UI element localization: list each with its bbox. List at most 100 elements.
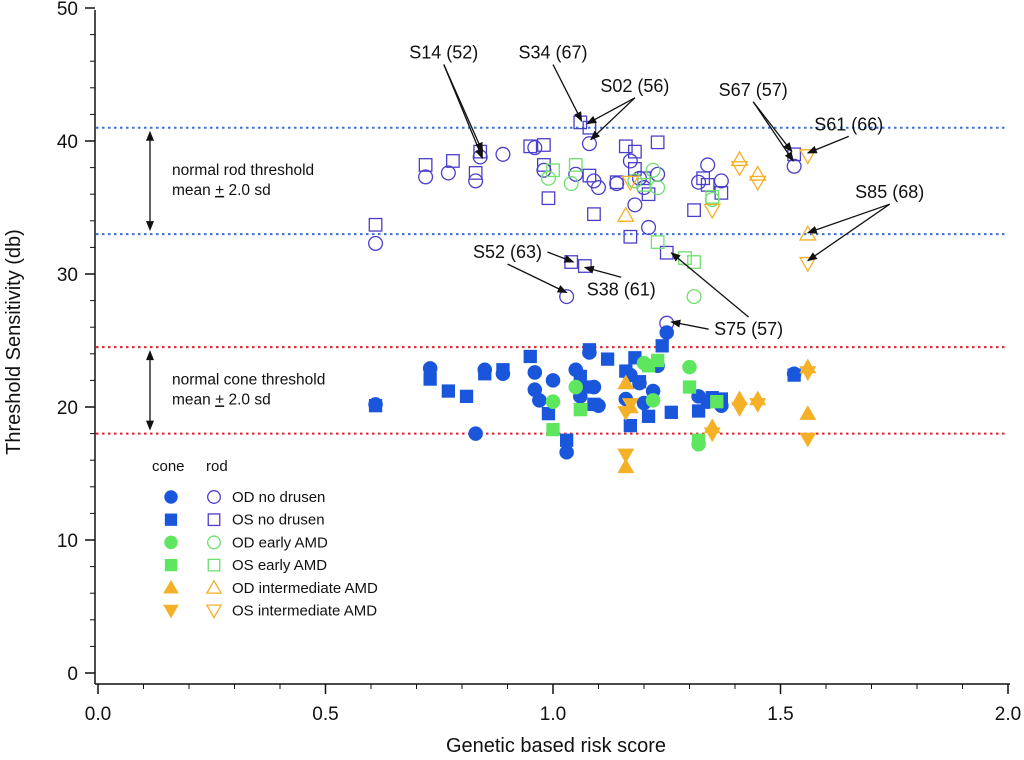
legend-rod-marker (205, 604, 223, 619)
annotation-s75: S75 (57) (670, 252, 783, 339)
data-point (540, 170, 556, 186)
data-point (703, 427, 721, 443)
data-point (655, 339, 669, 353)
axes: Genetic based risk score Threshold Sensi… (3, 0, 1021, 757)
annotation-arrow (752, 101, 793, 153)
annotation-arrow (507, 263, 568, 294)
data-point (496, 363, 510, 377)
data-point (587, 397, 601, 411)
data-point (559, 289, 575, 305)
data-point (645, 162, 661, 178)
series-os-no-drusen-rod- (368, 115, 802, 273)
y-tick-label: 30 (57, 265, 78, 286)
data-point (532, 393, 547, 408)
data-point (678, 251, 692, 265)
note-subtitle: mean + 2.0 sd (172, 391, 271, 408)
note-arrowhead-bottom (146, 420, 154, 431)
data-point (786, 158, 802, 174)
annotation-arrow (552, 64, 583, 122)
legend-rod-marker (205, 579, 223, 594)
data-point (568, 379, 584, 395)
data-point (730, 150, 749, 167)
data-point (423, 372, 437, 386)
data-point (798, 225, 817, 241)
data-point (559, 444, 574, 460)
series-os-intermediate-amd-cone- (617, 366, 817, 464)
data-point (799, 366, 817, 381)
data-point (560, 433, 574, 447)
legend-rod-marker (207, 513, 221, 527)
data-point (632, 375, 647, 389)
series-os-early-amd-rod- (546, 158, 720, 269)
data-point (418, 158, 433, 172)
annotation-arrow (806, 135, 849, 154)
legend-cone-marker (163, 604, 179, 619)
data-point (628, 144, 642, 159)
annotation-s34: S34 (67) (518, 43, 588, 122)
annotation-s02: S02 (56) (586, 76, 669, 141)
data-point (545, 394, 561, 409)
annotation-label: S85 (68) (855, 182, 924, 202)
data-point (573, 403, 587, 417)
x-tick-label: 0.0 (85, 704, 111, 725)
data-point (691, 174, 707, 190)
data-point (564, 255, 579, 269)
legend-header-rod: rod (206, 458, 228, 475)
data-point (650, 166, 666, 182)
annotation-label: S61 (66) (814, 114, 883, 134)
legend-label: OD intermediate AMD (232, 580, 378, 597)
note-title: normal rod threshold (172, 162, 314, 179)
data-point (368, 235, 384, 251)
data-point (799, 432, 817, 448)
legend-label: OD early AMD (232, 534, 328, 551)
y-tick-label: 10 (57, 531, 78, 552)
data-point (568, 158, 583, 172)
legend-rod-marker (207, 558, 221, 572)
annotation-label: S34 (67) (518, 43, 587, 63)
data-point (459, 389, 474, 404)
data-point (621, 175, 640, 192)
annotation-label: S38 (61) (587, 279, 656, 299)
annotation-label: S14 (52) (409, 43, 478, 63)
x-axis-title: Genetic based risk score (446, 735, 666, 757)
annotation-label: S75 (57) (714, 319, 783, 339)
data-point (799, 405, 817, 420)
annotation-arrow (590, 97, 636, 141)
annotation-label: S67 (57) (719, 80, 788, 100)
annotation-arrow (583, 265, 622, 278)
annotation-arrow (806, 203, 890, 234)
data-point (623, 418, 637, 433)
note-arrowhead-bottom (146, 221, 154, 232)
data-point (440, 165, 456, 181)
data-point (445, 154, 460, 168)
x-tick-label: 1.5 (767, 704, 793, 725)
data-point (651, 353, 665, 368)
annotation-label: S52 (63) (473, 242, 542, 262)
data-point (563, 176, 579, 192)
data-point (618, 139, 633, 154)
data-point (705, 189, 720, 204)
annotation-arrow (670, 319, 709, 330)
y-tick-label: 20 (57, 398, 78, 419)
legend-rod-marker (207, 535, 221, 550)
annotation-arrow (547, 251, 575, 263)
series-od-no-drusen-rod- (368, 136, 802, 331)
data-point (621, 398, 639, 413)
data-point (622, 153, 638, 169)
y-tick-label: 40 (57, 132, 78, 153)
data-point (536, 162, 552, 178)
data-point (798, 149, 817, 165)
data-point (787, 368, 801, 382)
note-subtitle: mean + 2.0 sd (172, 182, 271, 199)
data-point (527, 140, 543, 156)
data-point (616, 206, 635, 222)
annotation-s67: S67 (57) (719, 80, 794, 162)
data-point (659, 325, 675, 340)
annotation-label: S02 (56) (600, 76, 669, 96)
x-tick-label: 1.0 (540, 704, 566, 725)
legend-cone-marker (164, 558, 178, 572)
annotation-s52: S52 (63) (473, 242, 575, 294)
data-point (637, 177, 651, 192)
